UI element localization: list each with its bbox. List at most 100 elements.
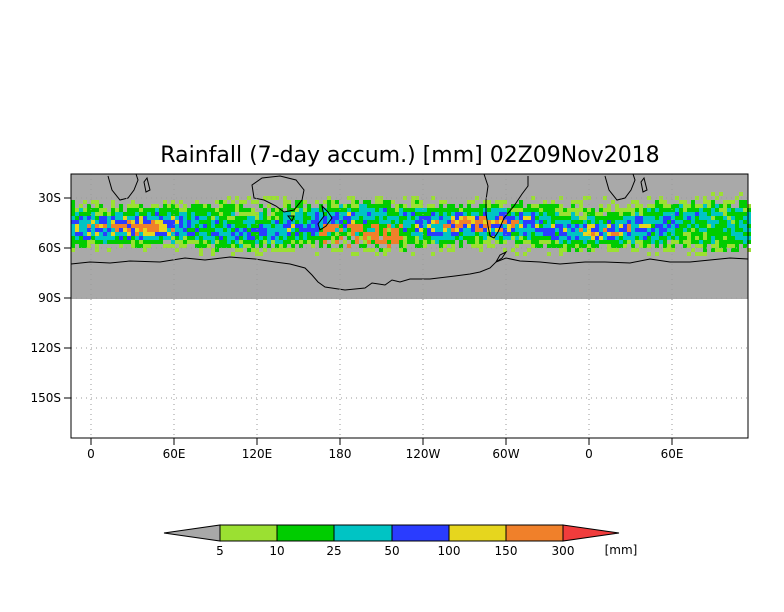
- rain-cell: [127, 204, 131, 208]
- rain-cell: [227, 212, 231, 216]
- rain-cell: [595, 224, 599, 228]
- rain-cell: [167, 232, 171, 236]
- rain-cell: [695, 204, 699, 208]
- rain-cell: [591, 220, 595, 224]
- rain-cell: [663, 240, 667, 244]
- rain-cell: [687, 212, 691, 216]
- rain-cell: [667, 216, 671, 220]
- rain-cell: [395, 228, 399, 232]
- rain-cell: [323, 232, 327, 236]
- rain-cell: [151, 232, 155, 236]
- rain-cell: [223, 208, 227, 212]
- rain-cell: [175, 220, 179, 224]
- rain-cell: [407, 232, 411, 236]
- rain-cell: [251, 212, 255, 216]
- rain-cell: [143, 232, 147, 236]
- rain-cell: [699, 240, 703, 244]
- rain-cell: [559, 248, 563, 252]
- rain-cell: [491, 204, 495, 208]
- rain-cell: [299, 216, 303, 220]
- rain-cell: [187, 240, 191, 244]
- rain-cell: [615, 208, 619, 212]
- rain-cell: [587, 240, 591, 244]
- rain-cell: [743, 200, 747, 204]
- antarctica-coastline: [70, 250, 749, 291]
- rain-cell: [451, 208, 455, 212]
- rain-cell: [503, 236, 507, 240]
- rain-cell: [383, 252, 387, 256]
- rain-cell: [263, 196, 267, 200]
- rain-cell: [619, 212, 623, 216]
- rain-cell: [359, 212, 363, 216]
- rain-cell: [211, 216, 215, 220]
- rain-cell: [679, 232, 683, 236]
- rain-cell: [231, 240, 235, 244]
- rain-cell: [111, 228, 115, 232]
- rain-cell: [563, 212, 567, 216]
- rain-cell: [143, 248, 147, 252]
- rain-cell: [107, 236, 111, 240]
- rain-cell: [275, 244, 279, 248]
- rain-cell: [419, 240, 423, 244]
- rain-cell: [503, 208, 507, 212]
- rain-cell: [495, 236, 499, 240]
- rain-cell: [235, 204, 239, 208]
- rain-cell: [287, 232, 291, 236]
- rain-cell: [515, 212, 519, 216]
- rain-cell: [259, 232, 263, 236]
- rain-cell: [199, 248, 203, 252]
- rain-cell: [523, 232, 527, 236]
- rain-cell: [351, 232, 355, 236]
- rain-cell: [231, 208, 235, 212]
- rain-cell: [323, 216, 327, 220]
- rain-cell: [395, 212, 399, 216]
- rain-cell: [335, 248, 339, 252]
- rain-cell: [623, 236, 627, 240]
- rain-cell: [427, 232, 431, 236]
- rain-cell: [423, 232, 427, 236]
- rain-cell: [603, 240, 607, 244]
- rain-cell: [391, 236, 395, 240]
- rain-cell: [415, 232, 419, 236]
- rain-cell: [187, 224, 191, 228]
- rain-cell: [319, 228, 323, 232]
- rain-cell: [555, 224, 559, 228]
- rain-cell: [351, 220, 355, 224]
- rain-cell: [447, 212, 451, 216]
- rain-cell: [435, 220, 439, 224]
- rain-cell: [743, 208, 747, 212]
- rain-cell: [251, 200, 255, 204]
- rain-cell: [383, 212, 387, 216]
- rain-cell: [679, 236, 683, 240]
- rain-cell: [327, 224, 331, 228]
- rain-cell: [163, 236, 167, 240]
- rain-cell: [291, 212, 295, 216]
- rain-cell: [555, 244, 559, 248]
- rain-cell: [311, 236, 315, 240]
- rain-cell: [155, 236, 159, 240]
- rain-cell: [691, 200, 695, 204]
- rain-cell: [683, 228, 687, 232]
- rain-cell: [559, 240, 563, 244]
- rain-cell: [359, 204, 363, 208]
- rain-cell: [743, 220, 747, 224]
- rain-cell: [635, 216, 639, 220]
- rain-cell: [343, 240, 347, 244]
- rain-cell: [135, 228, 139, 232]
- rain-cell: [279, 248, 283, 252]
- rain-cell: [731, 240, 735, 244]
- rain-cell: [363, 204, 367, 208]
- rain-cell: [147, 228, 151, 232]
- rain-cell: [427, 212, 431, 216]
- rain-cell: [703, 208, 707, 212]
- rain-cell: [643, 208, 647, 212]
- rain-cell: [271, 216, 275, 220]
- rain-cell: [439, 240, 443, 244]
- rain-cell: [471, 240, 475, 244]
- rain-cell: [95, 224, 99, 228]
- rain-cell: [659, 204, 663, 208]
- rain-cell: [451, 244, 455, 248]
- rain-cell: [143, 216, 147, 220]
- rain-cell: [719, 204, 723, 208]
- rain-cell: [663, 204, 667, 208]
